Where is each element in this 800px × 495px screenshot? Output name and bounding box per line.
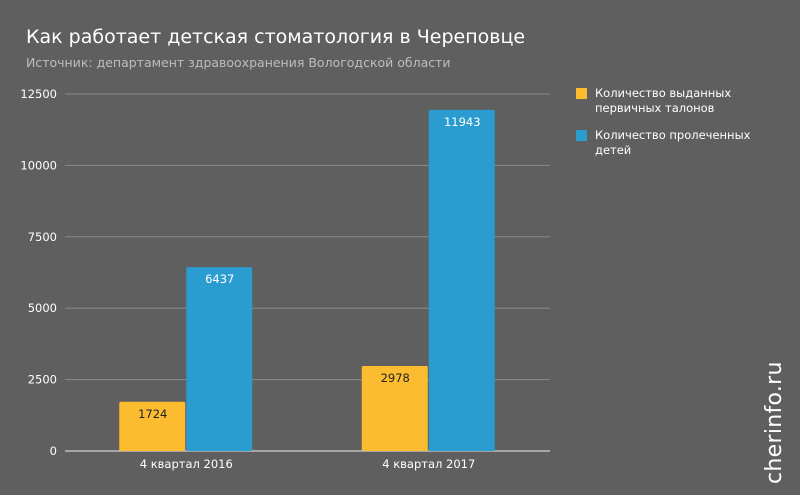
bar-s0-c1: [361, 365, 428, 451]
watermark: cherinfo.ru: [762, 361, 787, 484]
data-label: 2978: [381, 371, 410, 385]
legend: Количество выданных первичных талонов Ко…: [576, 86, 786, 170]
y-tick-label: 12500: [20, 87, 57, 101]
bar-s0-c0: [119, 401, 186, 451]
y-tick-label: 5000: [28, 301, 57, 315]
y-tick-label: 10000: [20, 158, 57, 172]
bar-s1-c1: [428, 109, 495, 451]
legend-item-treated: Количество пролеченных детей: [576, 128, 786, 158]
legend-swatch-coupons: [576, 88, 587, 99]
y-axis-ticks: 0 2500 5000 7500 10000 12500: [20, 87, 57, 458]
bars: [119, 109, 495, 451]
x-tick-label: 4 квартал 2016: [140, 457, 233, 471]
legend-item-coupons: Количество выданных первичных талонов: [576, 86, 786, 116]
y-tick-label: 0: [50, 444, 57, 458]
y-tick-label: 2500: [28, 373, 57, 387]
y-tick-label: 7500: [28, 230, 57, 244]
chart-title: Как работает детская стоматология в Чере…: [26, 26, 526, 48]
data-label: 6437: [205, 272, 234, 286]
data-label: 11943: [444, 115, 481, 129]
legend-label-coupons: Количество выданных первичных талонов: [595, 86, 732, 115]
chart-subtitle: Источник: департамент здравоохранения Во…: [26, 55, 451, 70]
bar-s1-c0: [186, 267, 253, 451]
x-tick-label: 4 квартал 2017: [382, 457, 475, 471]
legend-swatch-treated: [576, 130, 587, 141]
legend-label-treated: Количество пролеченных детей: [595, 128, 751, 157]
x-axis-ticks: 4 квартал 2016 4 квартал 2017: [140, 457, 476, 471]
data-label: 1724: [138, 407, 167, 421]
data-labels: 1724 6437 2978 11943: [138, 115, 480, 421]
